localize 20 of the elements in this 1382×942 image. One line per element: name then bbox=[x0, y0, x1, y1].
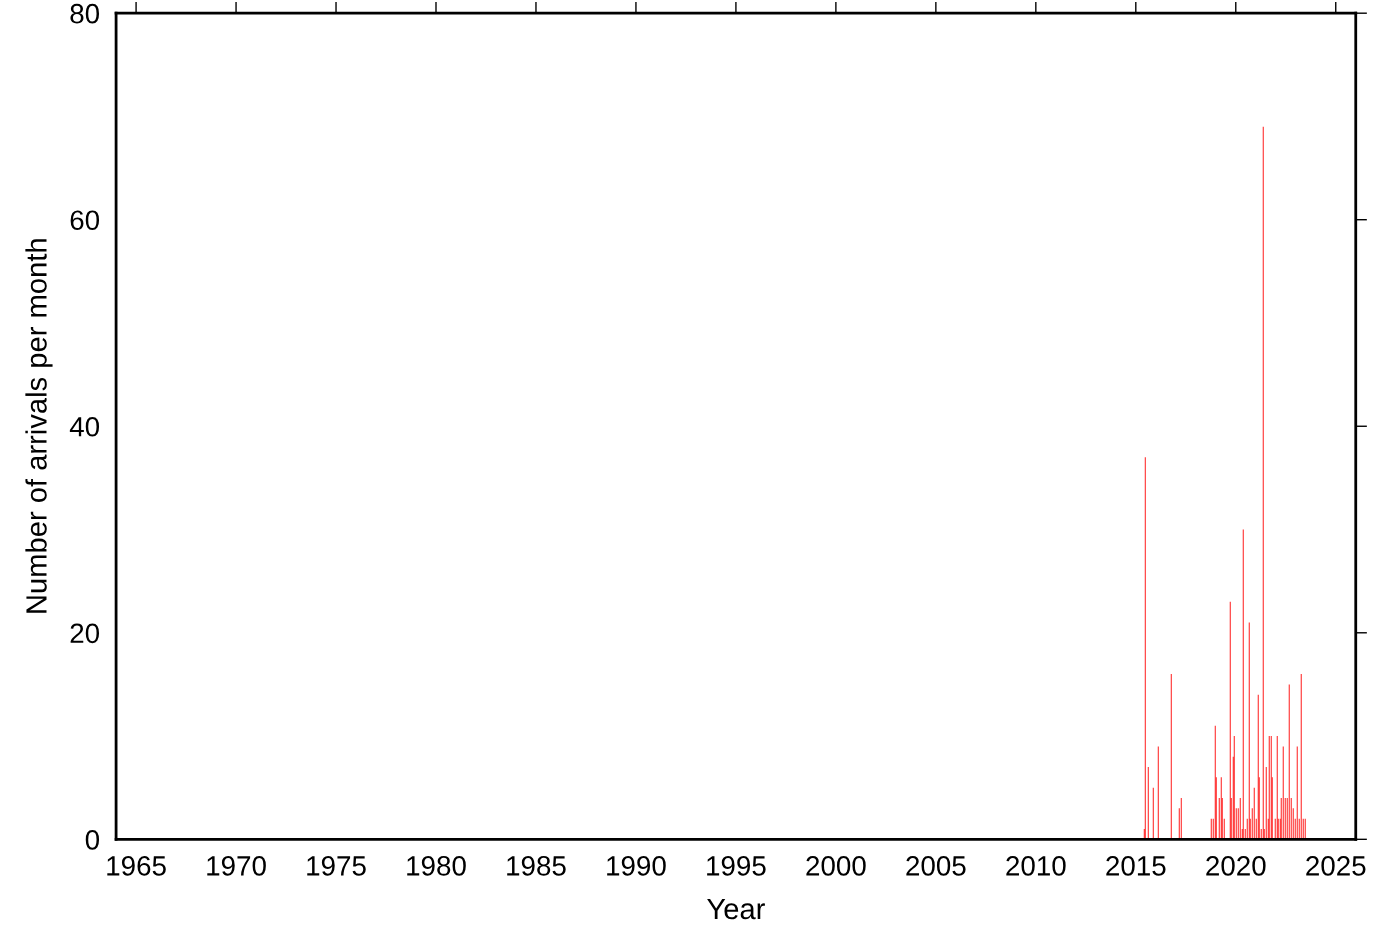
x-tick-label: 1990 bbox=[607, 856, 666, 876]
x-tick-label: 1980 bbox=[407, 856, 466, 876]
x-tick-label: 1965 bbox=[107, 856, 166, 876]
y-tick-label: 80 bbox=[70, 3, 100, 24]
x-tick-label: 2015 bbox=[1106, 856, 1166, 876]
y-tick-label: 60 bbox=[70, 210, 100, 231]
x-tick-label: 2000 bbox=[806, 856, 866, 876]
x-tick-label: 2020 bbox=[1206, 856, 1266, 876]
y-axis-title: Number of arrivals per month bbox=[25, 239, 53, 613]
x-tick-label: 2005 bbox=[906, 856, 966, 876]
x-axis-title: Year bbox=[707, 898, 765, 920]
x-tick-label: 1995 bbox=[707, 856, 766, 876]
y-tick-label: 40 bbox=[69, 416, 100, 437]
x-tick-label: 1985 bbox=[507, 856, 566, 876]
x-tick-label: 2025 bbox=[1306, 856, 1366, 876]
y-tick-label: 0 bbox=[85, 829, 100, 850]
y-tick-label: 20 bbox=[70, 623, 100, 644]
x-tick-label: 1975 bbox=[307, 856, 366, 876]
x-tick-label: 1970 bbox=[207, 856, 266, 876]
x-tick-label: 2010 bbox=[1006, 856, 1066, 876]
